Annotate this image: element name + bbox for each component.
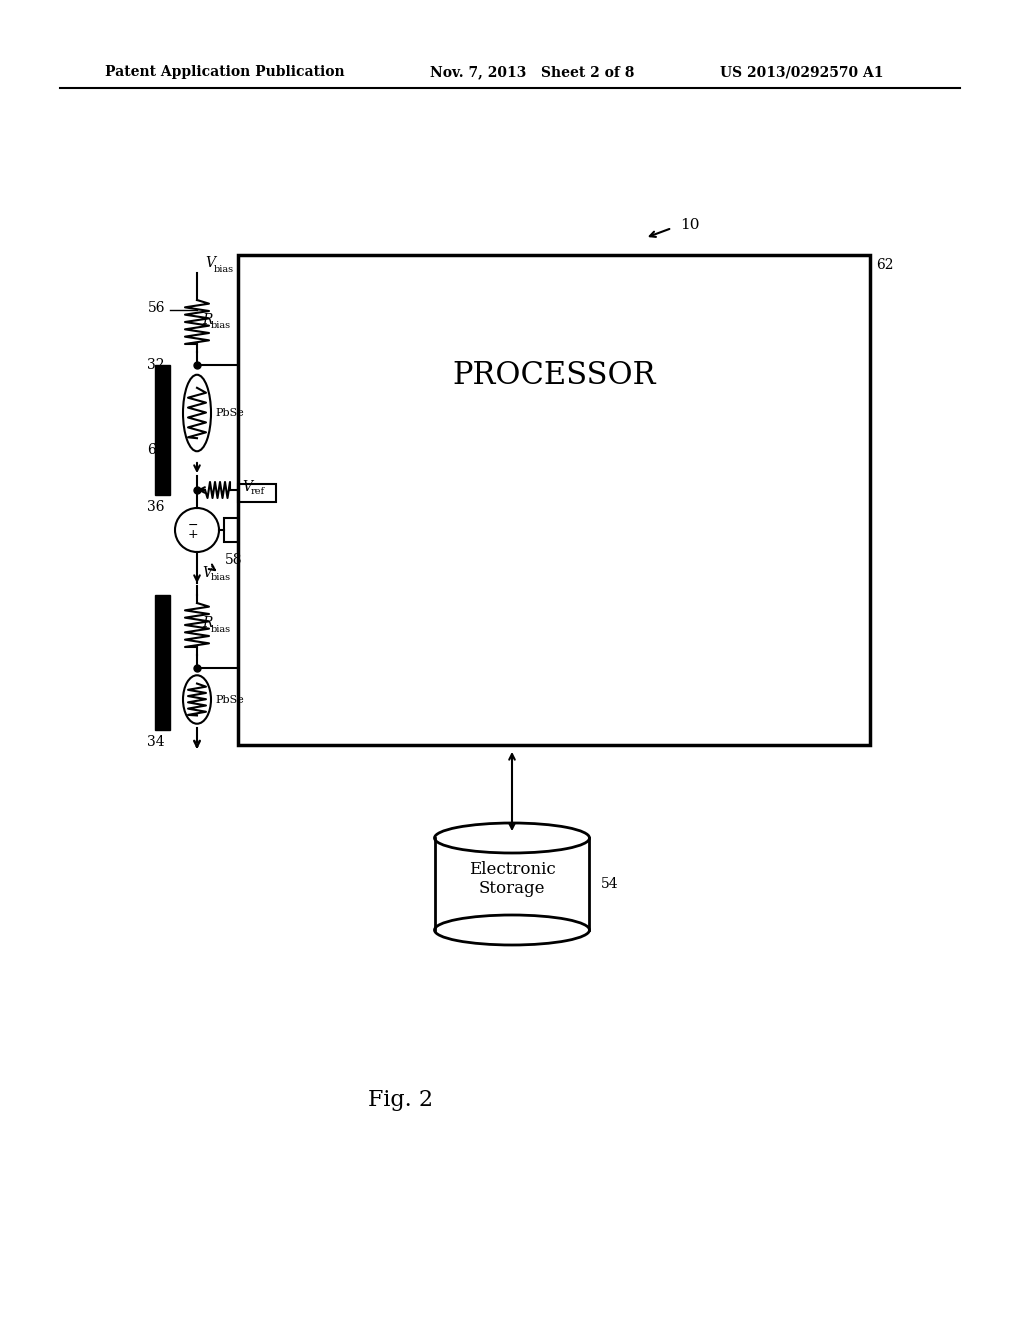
Text: 34: 34: [147, 735, 165, 748]
Bar: [155, 595, 170, 730]
Text: 54: 54: [601, 876, 618, 891]
Text: V: V: [242, 480, 252, 494]
Text: Fig. 2: Fig. 2: [368, 1089, 432, 1111]
Text: Electronic
Storage: Electronic Storage: [469, 861, 555, 898]
Bar: [238, 255, 870, 744]
Bar: [238, 484, 276, 502]
Text: V: V: [205, 256, 215, 271]
Text: R: R: [202, 616, 213, 630]
Text: bias: bias: [211, 322, 231, 330]
Text: US 2013/0292570 A1: US 2013/0292570 A1: [720, 65, 884, 79]
Text: PbSe: PbSe: [215, 696, 244, 705]
Text: 60: 60: [147, 444, 165, 457]
Text: bias: bias: [211, 624, 231, 634]
Text: +: +: [187, 528, 199, 541]
Ellipse shape: [434, 915, 590, 945]
Text: −: −: [187, 519, 199, 532]
Text: 62: 62: [876, 257, 894, 272]
Text: PROCESSOR: PROCESSOR: [453, 359, 655, 391]
Text: R: R: [202, 313, 213, 327]
Text: PbSe: PbSe: [215, 408, 244, 418]
Text: V: V: [202, 566, 212, 579]
Text: Patent Application Publication: Patent Application Publication: [105, 65, 345, 79]
Text: 36: 36: [147, 500, 165, 513]
Text: 10: 10: [680, 218, 699, 232]
Text: 32: 32: [147, 358, 165, 372]
Text: ref: ref: [251, 487, 265, 496]
Text: Nov. 7, 2013   Sheet 2 of 8: Nov. 7, 2013 Sheet 2 of 8: [430, 65, 635, 79]
Text: bias: bias: [211, 573, 231, 582]
Text: bias: bias: [214, 265, 234, 275]
Bar: [224, 517, 238, 543]
Text: 58: 58: [225, 553, 243, 568]
Bar: [155, 366, 170, 495]
Text: 56: 56: [147, 301, 165, 315]
